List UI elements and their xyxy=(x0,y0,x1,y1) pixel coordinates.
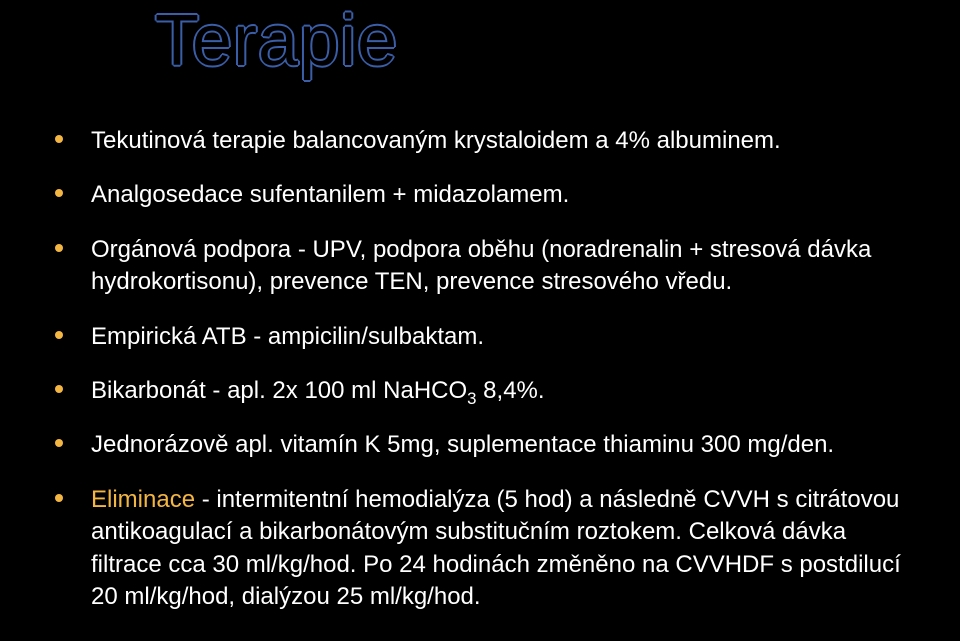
bullet-list: Tekutinová terapie balancovaným krystalo… xyxy=(55,125,920,635)
bullet-item: Orgánová podpora - UPV, podpora oběhu (n… xyxy=(55,234,920,299)
bullet-rest: - intermitentní hemodialýza (5 hod) a ná… xyxy=(91,486,901,610)
title-text: Terapie xyxy=(155,1,398,81)
bullet-dot xyxy=(55,331,63,339)
bullet-text: Jednorázově apl. vitamín K 5mg, suplemen… xyxy=(91,429,834,461)
bullet-text: Empirická ATB - ampicilin/sulbaktam. xyxy=(91,321,484,353)
bullet-item: Empirická ATB - ampicilin/sulbaktam. xyxy=(55,321,920,353)
bullet-post: 8,4%. xyxy=(477,377,545,404)
bullet-text: Tekutinová terapie balancovaným krystalo… xyxy=(91,125,781,157)
bullet-text: Analgosedace sufentanilem + midazolamem. xyxy=(91,179,569,211)
bullet-dot xyxy=(55,385,63,393)
bullet-dot xyxy=(55,135,63,143)
bullet-text: Orgánová podpora - UPV, podpora oběhu (n… xyxy=(91,234,920,299)
bullet-text: Bikarbonát - apl. 2x 100 ml NaHCO3 8,4%. xyxy=(91,375,545,407)
bullet-pre: Bikarbonát - apl. 2x 100 ml NaHCO xyxy=(91,377,467,404)
subscript: 3 xyxy=(467,389,476,408)
bullet-dot xyxy=(55,439,63,447)
bullet-item: Jednorázově apl. vitamín K 5mg, suplemen… xyxy=(55,429,920,461)
bullet-item: Tekutinová terapie balancovaným krystalo… xyxy=(55,125,920,157)
bullet-item: Bikarbonát - apl. 2x 100 ml NaHCO3 8,4%. xyxy=(55,375,920,407)
bullet-item: Eliminace - intermitentní hemodialýza (5… xyxy=(55,484,920,614)
bullet-dot xyxy=(55,494,63,502)
highlight-word: Eliminace xyxy=(91,486,195,513)
slide-title: Terapie xyxy=(155,0,398,82)
bullet-dot xyxy=(55,189,63,197)
bullet-dot xyxy=(55,244,63,252)
bullet-text: Eliminace - intermitentní hemodialýza (5… xyxy=(91,484,920,614)
bullet-item: Analgosedace sufentanilem + midazolamem. xyxy=(55,179,920,211)
